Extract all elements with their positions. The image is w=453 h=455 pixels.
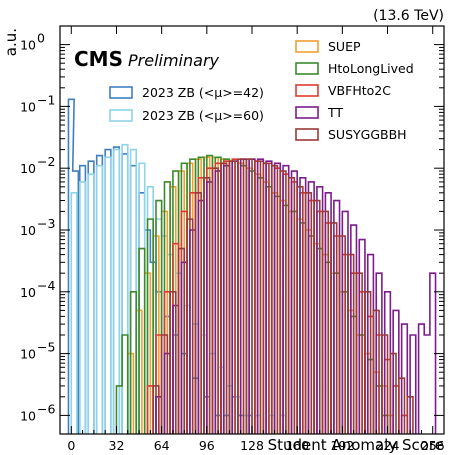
legend-label: VBFHto2C (328, 83, 391, 98)
y-tick-exponent: −6 (37, 401, 55, 416)
y-tick-label: 10 (20, 285, 36, 300)
x-tick-label: 192 (330, 438, 354, 453)
legend-swatch (109, 86, 133, 99)
series-layer (67, 98, 437, 434)
y-tick-label: 10 (20, 161, 36, 176)
x-tick-label: 128 (240, 438, 264, 453)
y-tick-exponent: −3 (37, 216, 55, 231)
x-tick-label: 32 (109, 438, 125, 453)
x-tick-label: 64 (154, 438, 170, 453)
legend-swatch (109, 109, 133, 122)
y-tick-label: 10 (20, 38, 36, 53)
legend-swatch (295, 40, 319, 53)
legend-label: SUEP (328, 39, 361, 54)
legend-swatch (295, 84, 319, 97)
legend: 2023 ZB (<μ>=42) 2023 ZB (<μ>=60) SUEP HtoL… (109, 39, 414, 142)
series-line-susyggbbh (152, 158, 414, 434)
tick-layer: 0 32 64 96 128 160 192 224 25610−610−510−410−310… (20, 26, 445, 453)
legend-swatch (295, 106, 319, 119)
legend-swatch (295, 62, 319, 75)
series-line-tt (155, 158, 437, 434)
legend-swatch (295, 128, 319, 141)
y-tick-label: 10 (20, 408, 36, 423)
x-tick-label: 256 (421, 438, 445, 453)
legend-label: 2023 ZB (<μ>=60) (142, 108, 264, 123)
y-axis-title: a.u. (2, 28, 20, 56)
x-axis-title: Student Anomaly Score (268, 436, 444, 454)
y-tick-exponent: −4 (37, 278, 55, 293)
y-tick-exponent: −1 (37, 92, 55, 107)
legend-label: 2023 ZB (<μ>=42) (142, 85, 264, 100)
x-tick-label: 0 (67, 438, 75, 453)
preliminary-label: Preliminary (128, 51, 220, 70)
y-tick-exponent: −5 (37, 340, 55, 355)
energy-label: (13.6 TeV) (373, 8, 444, 24)
legend-label: SUSYGGBBH (328, 127, 407, 142)
x-tick-label: 96 (199, 438, 215, 453)
x-tick-label: 224 (376, 438, 400, 453)
y-tick-exponent: 0 (37, 31, 45, 46)
cms-label: CMS (74, 47, 123, 71)
y-tick-label: 10 (20, 223, 36, 238)
x-tick-label: 160 (285, 438, 309, 453)
y-tick-label: 10 (20, 347, 36, 362)
legend-label: HtoLongLived (328, 61, 414, 76)
y-tick-label: 10 (20, 99, 36, 114)
legend-label: TT (327, 105, 343, 120)
y-tick-exponent: −2 (37, 154, 55, 169)
